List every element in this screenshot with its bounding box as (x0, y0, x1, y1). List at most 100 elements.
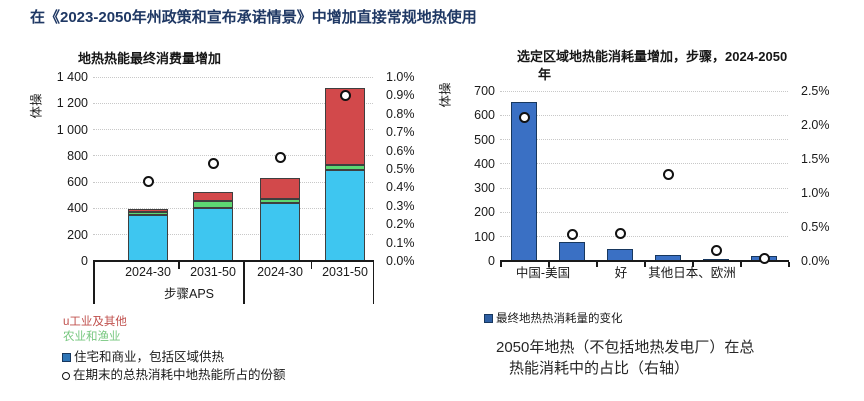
gridline (93, 155, 373, 157)
gridline (93, 76, 373, 78)
bar-segment-2 (128, 209, 168, 213)
legend-item-share-label: 在期末的总热消耗中地热能所占的份额 (73, 368, 286, 382)
left-chart-y-axis-label: 体操 (29, 93, 44, 119)
bar-segment-2 (193, 192, 233, 201)
gridline (93, 102, 373, 104)
circle-marker-icon (62, 371, 70, 380)
share-marker (662, 169, 674, 181)
category-tick (788, 262, 790, 267)
gridline (93, 207, 373, 209)
gridline (500, 187, 788, 189)
share-marker (710, 244, 722, 256)
left-axis-tick-label: 0 (488, 254, 495, 268)
left-chart-group-label: 步骤APS (163, 287, 215, 301)
bar-segment-1 (128, 212, 168, 215)
legend-item-agriculture: 农业和渔业 (63, 331, 121, 343)
gridline (500, 163, 788, 165)
right-chart-title-line2: 年 (538, 67, 552, 82)
left-axis-tick-label: 600 (67, 175, 88, 190)
right-chart-x-label: 中国-美国 (515, 266, 571, 280)
right-axis-tick-label: 0.0% (386, 254, 415, 268)
share-marker (614, 228, 626, 240)
left-axis-tick-label: 400 (67, 201, 88, 216)
left-axis-tick-label: 200 (67, 227, 88, 242)
bar-segment-0 (260, 203, 300, 261)
category-tick (178, 262, 180, 269)
legend-item-residential-label: 住宅和商业，包括区域供热 (74, 350, 225, 364)
share-marker (142, 176, 154, 188)
left-axis-tick-label: 600 (474, 108, 495, 123)
left-axis-tick-label: 100 (474, 229, 495, 244)
left-chart-x-label: 2031-50 (322, 265, 368, 279)
gridline (93, 234, 373, 236)
left-chart-title: 地热热能最终消费量增加 (78, 51, 222, 66)
legend-item-final-consumption: 最终地热热消耗量的变化 (484, 312, 623, 326)
left-chart-x-label: 2024-30 (257, 265, 303, 279)
right-axis-tick-label: 1.0% (386, 70, 415, 84)
left-axis-tick-label: 800 (67, 148, 88, 163)
bar-segment-1 (193, 200, 233, 208)
group-bracket-line (372, 262, 374, 304)
right-chart-x-label: 好 (614, 266, 628, 280)
right-axis-tick-label: 0.2% (386, 217, 415, 232)
legend-item-industry: u工业及其他 (63, 316, 127, 328)
blue-square-icon (62, 353, 71, 363)
left-axis-tick-label: 0 (81, 254, 88, 268)
right-chart-x-label: 其他日本、欧洲 (648, 266, 736, 280)
category-tick (740, 262, 742, 267)
right-axis-tick-label: 2.5% (801, 84, 830, 98)
bar-segment-0 (128, 215, 168, 261)
share-marker (518, 112, 530, 124)
right-axis-tick-label: 0.5% (801, 220, 830, 234)
figure-title: 在《2023-2050年州政策和宣布承诺情景》中增加直接常规地热使用 (30, 9, 477, 26)
left-axis-tick-label: 1 000 (56, 122, 88, 137)
gridline (500, 90, 788, 92)
left-axis-tick-label: 300 (474, 181, 495, 196)
gridline (500, 236, 788, 238)
bar-segment-1 (260, 199, 300, 204)
bar-segment-2 (260, 178, 300, 200)
share-marker (566, 228, 578, 240)
category-tick (310, 262, 312, 269)
right-axis-tick-label: 1.0% (801, 186, 830, 200)
gridline (500, 139, 788, 141)
right-axis-tick-label: 0.8% (386, 106, 415, 121)
right-axis-tick-label: 0.3% (386, 198, 415, 213)
right-axis-tick-label: 0.6% (386, 143, 415, 158)
right-axis-tick-label: 0.7% (386, 125, 415, 140)
right-axis-tick-label: 0.0% (801, 254, 830, 268)
category-tick (548, 262, 550, 267)
legend-item-residential: 住宅和商业，包括区域供热 (62, 350, 224, 364)
dark-blue-square-icon (484, 314, 493, 324)
caption-line1: 2050年地热（不包括地热发电厂）在总 (496, 339, 755, 356)
x-axis-line (93, 260, 374, 262)
caption-line2: 热能消耗中的占比（右轴） (509, 360, 690, 377)
legend-item-share-marker: 在期末的总热消耗中地热能所占的份额 (62, 368, 286, 382)
left-axis-tick-label: 200 (474, 205, 495, 220)
right-chart-y-axis-label: 体操 (438, 82, 453, 108)
gridline (500, 211, 788, 213)
bar-segment-0 (325, 170, 365, 261)
bar (559, 241, 585, 261)
right-chart-title-line1: 选定区域地热能消耗量增加，步骤，2024-2050 (517, 49, 788, 64)
category-tick (692, 262, 694, 267)
share-marker (758, 252, 770, 264)
share-marker (274, 152, 286, 164)
right-axis-tick-label: 0.9% (386, 88, 415, 103)
right-axis-tick-label: 0.5% (386, 162, 415, 176)
left-axis-tick-label: 1 400 (56, 70, 88, 84)
left-axis-tick-label: 1 200 (56, 96, 88, 111)
category-tick (500, 262, 502, 267)
bar-segment-0 (193, 207, 233, 261)
left-chart-x-label: 2031-50 (190, 265, 236, 279)
right-axis-tick-label: 0.4% (386, 180, 415, 195)
group-bracket-line (93, 262, 95, 304)
left-axis-tick-label: 700 (474, 84, 495, 98)
share-marker (207, 157, 219, 169)
left-axis-tick-label: 500 (474, 132, 495, 147)
gridline (93, 181, 373, 183)
legend-item-final-consumption-label: 最终地热热消耗量的变化 (496, 313, 623, 325)
right-axis-tick-label: 1.5% (801, 152, 830, 166)
left-axis-tick-label: 400 (474, 156, 495, 171)
